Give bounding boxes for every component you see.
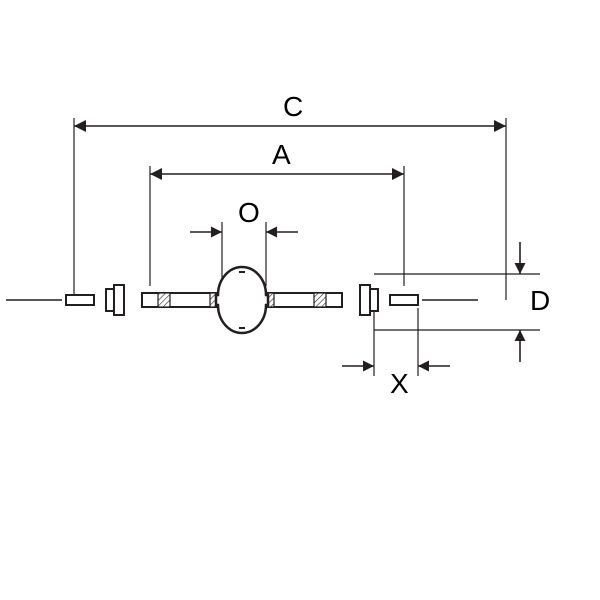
dim-label-o: O (238, 197, 260, 228)
dim-label-c: C (283, 91, 303, 122)
lamp-dimension-diagram: CAO D X (0, 0, 600, 600)
dim-label-x: X (390, 368, 409, 399)
dim-label-d: D (530, 285, 550, 316)
dim-label-a: A (272, 139, 291, 170)
dimension-lines: CAO D X (74, 91, 550, 399)
extension-lines (74, 118, 540, 376)
product-outline (6, 267, 478, 333)
